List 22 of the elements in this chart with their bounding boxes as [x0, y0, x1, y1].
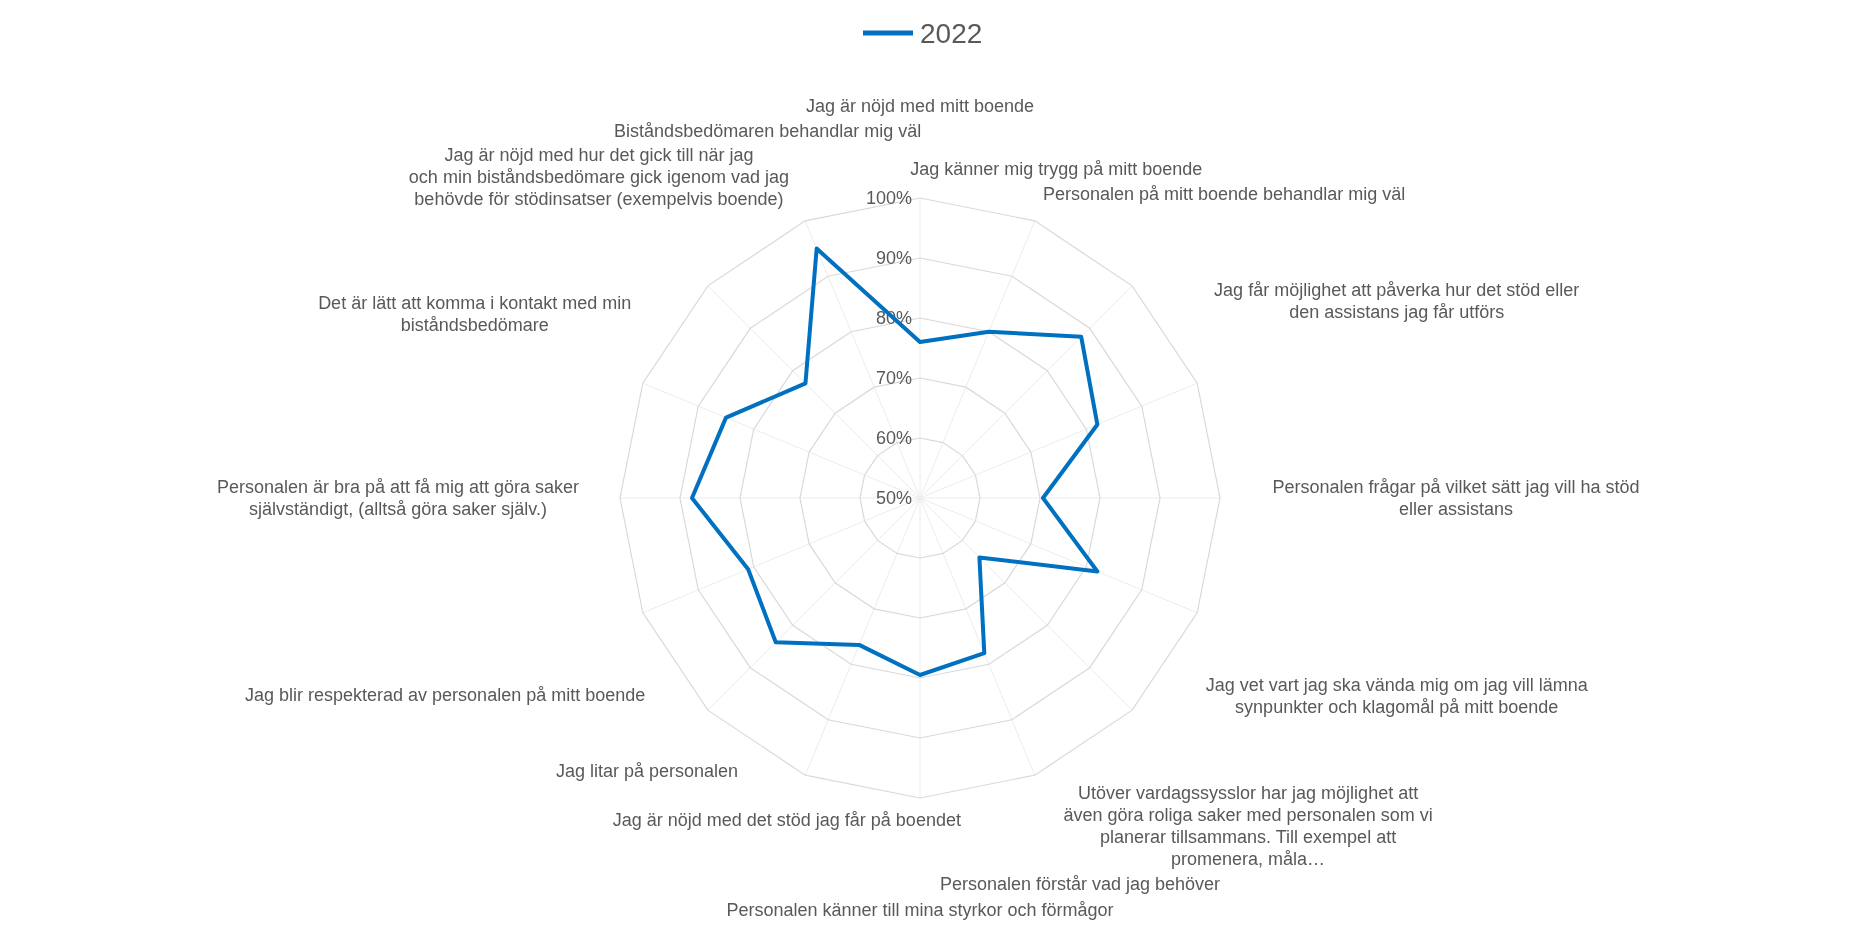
spoke-label: Personalen på mitt boende behandlar mig väl: [1042, 184, 1406, 205]
y-tick-label: 90%: [875, 248, 912, 269]
y-tick-label: 60%: [875, 428, 912, 449]
spoke-label: Jag är nöjd med mitt boende: [805, 96, 1035, 117]
spoke-label: Det är lätt att komma i kontakt med min biståndsbedömare: [318, 292, 632, 335]
spoke-label: Personalen känner till mina styrkor och förmågor: [726, 900, 1114, 921]
spoke-label: Personalen förstår vad jag behöver: [939, 874, 1221, 895]
spoke-label: Jag vet vart jag ska vända mig om jag vill lämna synpunkter och klagomål på mitt boende: [1205, 674, 1589, 717]
y-tick-label: 100%: [865, 188, 912, 209]
spoke-label: Jag får möjlighet att påverka hur det stöd eller den assistans jag får utförs: [1214, 279, 1580, 322]
spoke-label: Jag blir respekterad av personalen på mitt boende: [245, 685, 646, 705]
legend-label: 2022: [920, 17, 983, 49]
spoke-label: Biståndsbedömaren behandlar mig väl: [614, 120, 922, 141]
spoke-label: Jag känner mig trygg på mitt boende: [910, 159, 1203, 180]
spoke-label: Jag är nöjd med det stöd jag får på boendet: [612, 809, 961, 830]
spoke-label: Jag är nöjd med hur det gick till när jag och min biståndsbedömare gick igenom vad jag behövde för stödinsatser (exempelvis boende): [408, 145, 790, 210]
spoke-label: Jag litar på personalen: [555, 761, 739, 782]
spoke-label: Personalen frågar på vilket sätt jag vill ha stöd eller assistans: [1272, 477, 1640, 520]
spoke-label: Utöver vardagssysslor har jag möjlighet att även göra roliga saker med personalen som vi planerar tillsammans. Till exempel att promenera, måla…: [1063, 783, 1433, 870]
spoke-label: Personalen är bra på att få mig att göra saker självständigt, (alltså göra saker själv.): [216, 477, 580, 520]
y-tick-label: 70%: [875, 368, 912, 389]
y-tick-label: 50%: [875, 488, 912, 509]
